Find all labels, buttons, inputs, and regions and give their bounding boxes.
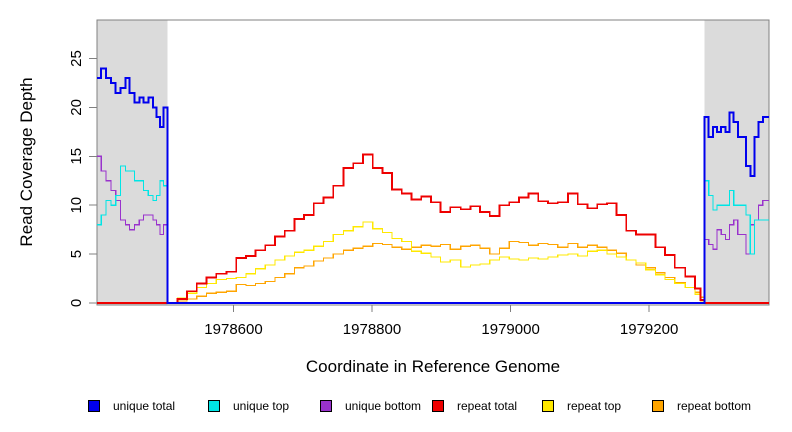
y-tick-label: 20 — [68, 99, 85, 116]
series-line-unique-bottom — [97, 155, 769, 304]
series-line-unique-top — [97, 165, 769, 304]
y-axis-title: Read Coverage Depth — [17, 77, 36, 247]
y-tick-label: 10 — [68, 197, 85, 214]
y-tick-label: 0 — [68, 299, 85, 307]
x-axis-title: Coordinate in Reference Genome — [305, 357, 561, 376]
series-line-repeat-top — [97, 221, 769, 304]
y-tick-label: 25 — [68, 50, 85, 67]
series-line-repeat-total — [97, 153, 769, 304]
x-tick-label: 1979200 — [620, 321, 678, 338]
x-tick-label: 1979000 — [481, 321, 539, 338]
series-line-repeat-bottom — [97, 240, 769, 304]
y-tick-label: 5 — [68, 250, 85, 258]
x-tick-label: 1978600 — [204, 321, 262, 338]
plot-box — [96, 19, 770, 306]
x-tick-label: 1978800 — [343, 321, 401, 338]
series-line-unique-total — [97, 67, 769, 304]
masked-region — [704, 20, 769, 305]
masked-region — [97, 20, 168, 305]
y-tick-label: 15 — [68, 148, 85, 165]
